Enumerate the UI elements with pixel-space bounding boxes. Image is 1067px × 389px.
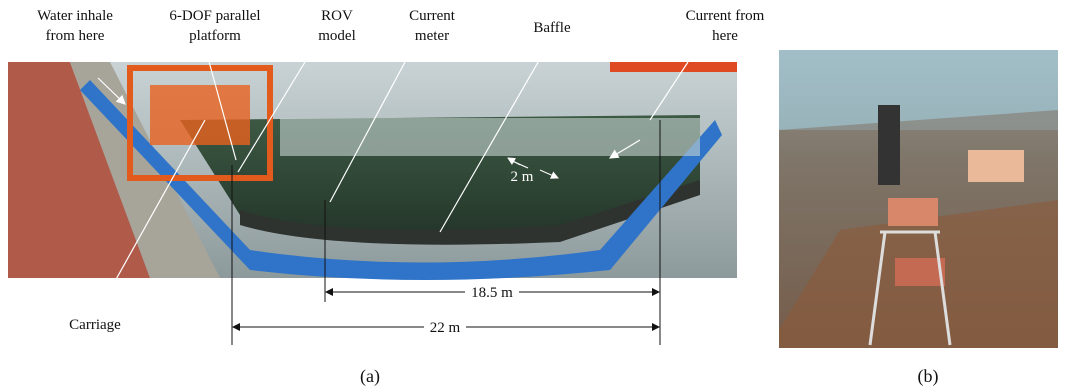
- annotation-line: from here: [46, 28, 105, 44]
- annotation: ROV model: [318, 8, 356, 44]
- panel-label: (b): [918, 366, 939, 387]
- annotation-line: here: [712, 28, 738, 44]
- annotation: Water inhale from here: [37, 8, 113, 44]
- annotation-line: Current: [409, 8, 456, 24]
- annotation-line: model: [318, 28, 356, 44]
- annotation: Baffle: [533, 20, 571, 36]
- annotation: 6-DOF parallel platform: [169, 8, 260, 44]
- dimension-label: 18.5 m: [471, 285, 513, 301]
- photo-a: [8, 62, 737, 280]
- annotation-line: meter: [415, 28, 449, 44]
- annotation-line: Water inhale: [37, 8, 113, 24]
- photo-b: [779, 50, 1058, 348]
- annotation: Carriage: [69, 317, 121, 333]
- annotation-line: ROV: [321, 8, 353, 24]
- annotation-line: 6-DOF parallel: [169, 8, 260, 24]
- figure: Water inhale from here 6-DOF parallel plat…: [0, 0, 1067, 389]
- annotation-line: Current from: [686, 8, 765, 24]
- annotation: Current meter: [409, 8, 456, 44]
- annotation: Current from here: [686, 8, 765, 44]
- annotation-line: platform: [189, 28, 241, 44]
- dimension-label: 22 m: [430, 320, 461, 336]
- panel-label: (a): [360, 366, 380, 387]
- annotation-line: Carriage: [69, 317, 121, 333]
- dimension-label: 2 m: [511, 169, 534, 185]
- annotation-line: Baffle: [533, 20, 571, 36]
